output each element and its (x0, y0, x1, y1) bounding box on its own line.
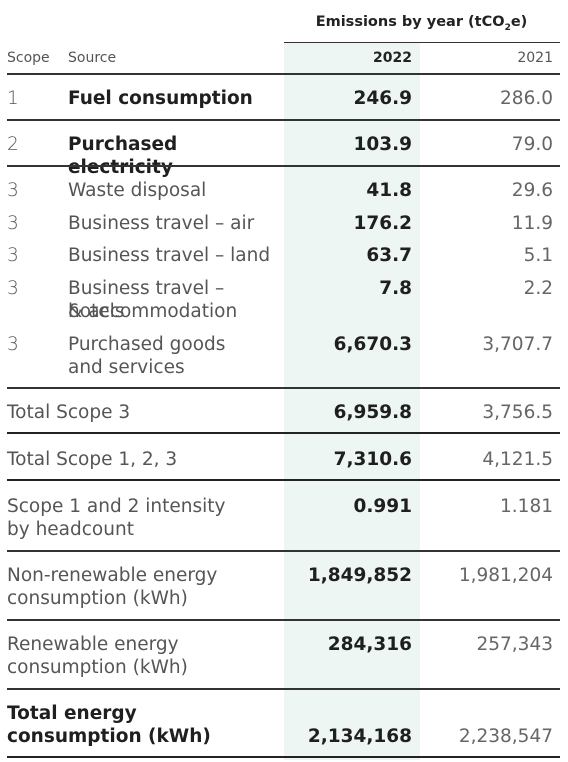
row-value-2022: 246.9 (353, 88, 412, 109)
total-label-line1: Renewable energy (7, 634, 179, 655)
row-value-2021: 286.0 (500, 88, 553, 109)
total-label-line1: Total energy (7, 703, 137, 724)
row-divider (7, 432, 560, 434)
column-header-source: Source (68, 50, 117, 66)
row-value-2021: 79.0 (511, 134, 553, 155)
total-label-line2: by headcount (7, 519, 134, 540)
row-source-line2: and services (68, 357, 185, 378)
row-divider (7, 387, 560, 389)
row-divider (7, 550, 560, 552)
row-value-2022: 63.7 (366, 245, 412, 266)
total-value-2021: 2,238,547 (458, 726, 553, 747)
total-value-2022: 6,959.8 (333, 402, 412, 423)
row-source: Waste disposal (68, 180, 207, 201)
row-value-2021: 5.1 (523, 245, 553, 266)
table-bottom-rule (7, 756, 560, 758)
row-value-2022: 176.2 (353, 213, 412, 234)
row-scope: 3 (7, 213, 19, 234)
total-label: Total Scope 3 (7, 402, 131, 423)
table-title: Emissions by year (tCO2e) (315, 14, 528, 33)
total-value-2022: 1,849,852 (307, 565, 412, 586)
row-source: Fuel consumption (68, 88, 253, 109)
row-value-2021: 3,707.7 (482, 334, 553, 355)
row-value-2021: 11.9 (511, 213, 553, 234)
total-value-2021: 1,981,204 (458, 565, 553, 586)
row-source-line1: Business travel – hotels (68, 278, 225, 322)
column-header-2021: 2021 (517, 50, 553, 66)
row-divider (7, 165, 560, 167)
row-value-2021: 29.6 (511, 180, 553, 201)
row-divider (7, 119, 560, 121)
total-value-2022: 2,134,168 (307, 726, 412, 747)
header-divider (284, 42, 560, 43)
row-source: Business travel – land (68, 245, 271, 266)
row-source: Business travel – air (68, 213, 255, 234)
total-label-line1: Scope 1 and 2 intensity (7, 496, 226, 517)
row-divider (7, 688, 560, 690)
row-source: Purchased electricity (68, 134, 178, 178)
row-divider (7, 479, 560, 481)
row-source-line2: & accommodation (68, 301, 238, 322)
column-header-2022: 2022 (373, 50, 412, 66)
column-header-scope: Scope (7, 50, 50, 66)
total-value-2021: 4,121.5 (482, 449, 553, 470)
total-value-2022: 7,310.6 (333, 449, 412, 470)
row-scope: 1 (7, 88, 19, 109)
row-scope: 3 (7, 180, 19, 201)
highlight-column-2022 (284, 42, 420, 760)
row-value-2022: 41.8 (366, 180, 412, 201)
row-scope: 3 (7, 245, 19, 266)
row-value-2022: 6,670.3 (333, 334, 412, 355)
row-scope: 2 (7, 134, 19, 155)
row-value-2022: 7.8 (379, 278, 412, 299)
row-divider (7, 619, 560, 621)
total-label-line2: consumption (kWh) (7, 657, 188, 678)
total-value-2022: 284,316 (327, 634, 412, 655)
total-value-2021: 257,343 (476, 634, 553, 655)
row-source-line1: Purchased goods (68, 334, 226, 355)
row-value-2022: 103.9 (353, 134, 412, 155)
row-value-2021: 2.2 (523, 278, 553, 299)
total-label: Total Scope 1, 2, 3 (7, 449, 178, 470)
total-label-line2: consumption (kWh) (7, 726, 211, 747)
total-value-2021: 1.181 (500, 496, 553, 517)
row-scope: 3 (7, 334, 19, 355)
total-value-2022: 0.991 (353, 496, 412, 517)
row-divider (7, 73, 560, 75)
total-label-line1: Non-renewable energy (7, 565, 218, 586)
total-value-2021: 3,756.5 (482, 402, 553, 423)
row-scope: 3 (7, 278, 19, 299)
total-label-line2: consumption (kWh) (7, 588, 188, 609)
